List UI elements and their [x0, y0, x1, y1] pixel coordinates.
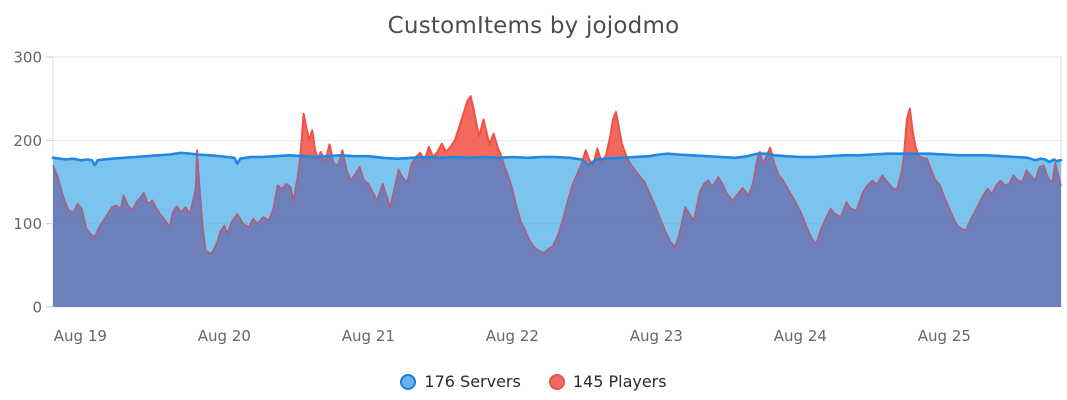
x-axis-label: Aug 19: [54, 327, 107, 345]
x-axis-label: Aug 20: [198, 327, 251, 345]
legend-label-servers: 176 Servers: [424, 372, 521, 391]
players-line-under: [52, 95, 1062, 255]
x-axis-label: Aug 21: [342, 327, 395, 345]
x-axis-label: Aug 23: [630, 327, 683, 345]
x-axis-label: Aug 22: [486, 327, 539, 345]
legend-item-players[interactable]: 145 Players: [548, 372, 667, 391]
x-axis-label: Aug 24: [774, 327, 827, 345]
y-axis-label: 300: [13, 49, 42, 67]
legend-item-servers[interactable]: 176 Servers: [400, 372, 521, 391]
legend-label-players: 145 Players: [572, 372, 667, 391]
y-axis-label: 200: [13, 132, 42, 150]
y-axis-label: 100: [13, 215, 42, 233]
chart-title: CustomItems by jojodmo: [387, 13, 680, 39]
x-axis-label: Aug 25: [918, 327, 971, 345]
players-area-peaks: [53, 96, 1061, 166]
servers-legend-dot-icon: [400, 373, 417, 390]
chart-legend: 176 Servers 145 Players: [0, 372, 1067, 391]
players-legend-dot-icon: [548, 373, 565, 390]
servers-line: [51, 151, 1063, 167]
y-axis-label: 0: [32, 299, 42, 317]
